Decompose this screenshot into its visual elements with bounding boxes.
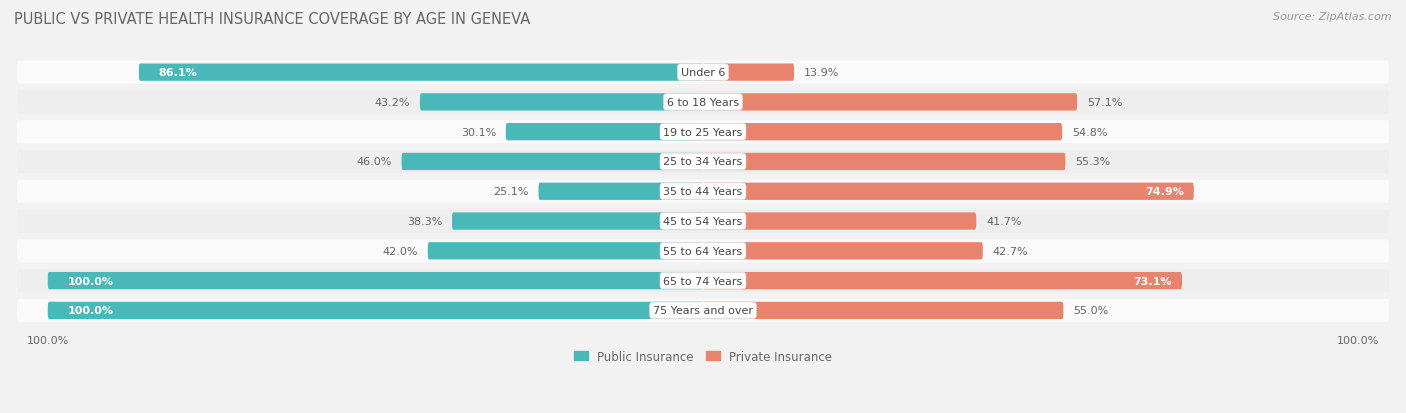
Text: 55 to 64 Years: 55 to 64 Years <box>664 246 742 256</box>
FancyBboxPatch shape <box>18 121 1388 143</box>
FancyBboxPatch shape <box>18 270 1388 292</box>
FancyBboxPatch shape <box>48 272 703 290</box>
Text: 86.1%: 86.1% <box>159 68 197 78</box>
Text: 75 Years and over: 75 Years and over <box>652 306 754 316</box>
FancyBboxPatch shape <box>139 64 703 81</box>
FancyBboxPatch shape <box>703 183 1194 200</box>
Text: 35 to 44 Years: 35 to 44 Years <box>664 187 742 197</box>
FancyBboxPatch shape <box>703 213 976 230</box>
Text: 38.3%: 38.3% <box>406 216 443 226</box>
FancyBboxPatch shape <box>538 183 703 200</box>
FancyBboxPatch shape <box>18 300 1388 322</box>
Text: 42.0%: 42.0% <box>382 246 418 256</box>
Text: 74.9%: 74.9% <box>1144 187 1184 197</box>
Text: 25 to 34 Years: 25 to 34 Years <box>664 157 742 167</box>
FancyBboxPatch shape <box>453 213 703 230</box>
FancyBboxPatch shape <box>18 62 1388 84</box>
Text: 100.0%: 100.0% <box>67 306 114 316</box>
FancyBboxPatch shape <box>420 94 703 111</box>
FancyBboxPatch shape <box>703 154 1066 171</box>
FancyBboxPatch shape <box>17 269 1389 292</box>
FancyBboxPatch shape <box>18 151 1388 173</box>
FancyBboxPatch shape <box>17 150 1389 173</box>
Text: Source: ZipAtlas.com: Source: ZipAtlas.com <box>1274 12 1392 22</box>
FancyBboxPatch shape <box>17 121 1389 144</box>
FancyBboxPatch shape <box>18 240 1388 262</box>
FancyBboxPatch shape <box>703 94 1077 111</box>
FancyBboxPatch shape <box>17 91 1389 114</box>
FancyBboxPatch shape <box>48 302 703 319</box>
FancyBboxPatch shape <box>18 181 1388 203</box>
Text: 41.7%: 41.7% <box>986 216 1022 226</box>
FancyBboxPatch shape <box>703 64 794 81</box>
Text: 73.1%: 73.1% <box>1133 276 1173 286</box>
Text: 45 to 54 Years: 45 to 54 Years <box>664 216 742 226</box>
Text: PUBLIC VS PRIVATE HEALTH INSURANCE COVERAGE BY AGE IN GENEVA: PUBLIC VS PRIVATE HEALTH INSURANCE COVER… <box>14 12 530 27</box>
FancyBboxPatch shape <box>703 302 1063 319</box>
Text: 65 to 74 Years: 65 to 74 Years <box>664 276 742 286</box>
FancyBboxPatch shape <box>703 242 983 260</box>
Text: 54.8%: 54.8% <box>1071 127 1108 138</box>
FancyBboxPatch shape <box>506 124 703 141</box>
FancyBboxPatch shape <box>17 180 1389 203</box>
Text: 25.1%: 25.1% <box>494 187 529 197</box>
Text: 55.3%: 55.3% <box>1076 157 1111 167</box>
FancyBboxPatch shape <box>17 299 1389 322</box>
FancyBboxPatch shape <box>17 240 1389 263</box>
Text: 19 to 25 Years: 19 to 25 Years <box>664 127 742 138</box>
Text: 57.1%: 57.1% <box>1087 97 1122 108</box>
Text: 100.0%: 100.0% <box>67 276 114 286</box>
Legend: Public Insurance, Private Insurance: Public Insurance, Private Insurance <box>569 345 837 368</box>
FancyBboxPatch shape <box>18 211 1388 233</box>
Text: 30.1%: 30.1% <box>461 127 496 138</box>
Text: 42.7%: 42.7% <box>993 246 1028 256</box>
Text: 43.2%: 43.2% <box>374 97 411 108</box>
FancyBboxPatch shape <box>703 124 1062 141</box>
Text: 13.9%: 13.9% <box>804 68 839 78</box>
FancyBboxPatch shape <box>17 62 1389 85</box>
FancyBboxPatch shape <box>18 92 1388 114</box>
FancyBboxPatch shape <box>703 272 1182 290</box>
Text: Under 6: Under 6 <box>681 68 725 78</box>
Text: 46.0%: 46.0% <box>356 157 392 167</box>
FancyBboxPatch shape <box>402 154 703 171</box>
Text: 55.0%: 55.0% <box>1073 306 1108 316</box>
FancyBboxPatch shape <box>427 242 703 260</box>
Text: 6 to 18 Years: 6 to 18 Years <box>666 97 740 108</box>
FancyBboxPatch shape <box>17 210 1389 233</box>
